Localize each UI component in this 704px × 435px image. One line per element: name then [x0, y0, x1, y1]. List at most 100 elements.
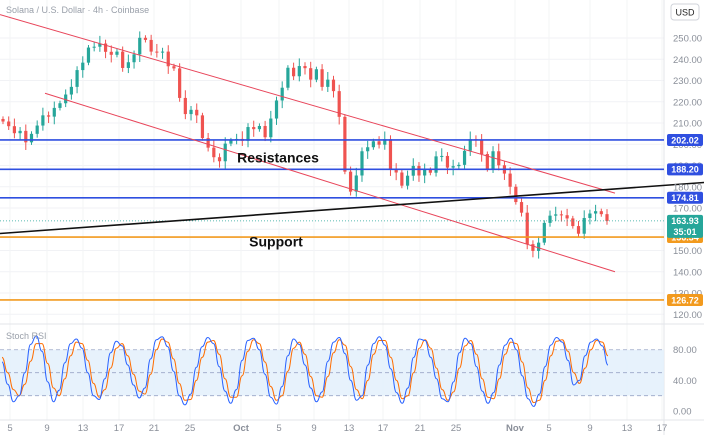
- price-tick-label: 220.00: [673, 97, 702, 108]
- stoch-rsi-d-line: [1, 338, 609, 404]
- price-tick-label: 170.00: [673, 204, 702, 215]
- candle: [400, 172, 404, 186]
- stoch-rsi-tick-label: 80.00: [673, 345, 697, 356]
- time-tick-label: 13: [344, 423, 355, 434]
- candle: [58, 103, 62, 108]
- candle: [12, 126, 16, 134]
- level-tag-bg: [667, 133, 703, 146]
- time-tick-label: 25: [451, 423, 462, 434]
- time-tick-label: 17: [114, 423, 125, 434]
- candle: [497, 151, 501, 166]
- candle: [440, 155, 444, 157]
- price-tick-label: 180.00: [673, 182, 702, 193]
- level-tag-bg: [667, 163, 703, 176]
- candle: [594, 211, 598, 214]
- candle: [257, 125, 262, 130]
- candle: [200, 115, 205, 139]
- time-tick-label: 17: [378, 423, 389, 434]
- candle: [605, 214, 609, 221]
- candle: [388, 139, 393, 170]
- candle: [195, 109, 199, 116]
- candle: [491, 151, 495, 170]
- candle: [480, 140, 484, 155]
- channel-lower-line: [44, 92, 616, 273]
- candle: [371, 141, 375, 148]
- candle: [462, 150, 467, 165]
- candle: [434, 156, 438, 173]
- candle: [46, 115, 51, 117]
- candle-series: [1, 31, 609, 259]
- chart-title: Solana / U.S. Dollar · 4h · Coinbase: [6, 5, 149, 15]
- candle: [115, 51, 119, 55]
- price-tick-label: 240.00: [673, 55, 702, 66]
- candle: [24, 130, 28, 143]
- level-tag: 174.81: [671, 193, 699, 203]
- candle: [571, 218, 575, 227]
- candle: [18, 130, 22, 134]
- time-tick-label: 25: [185, 423, 196, 434]
- candle: [64, 94, 68, 104]
- candle: [126, 62, 130, 68]
- time-tick-label: 5: [276, 423, 281, 434]
- time-tick-label: 5: [546, 423, 551, 434]
- candle: [69, 86, 73, 95]
- candle: [588, 213, 592, 218]
- candle: [7, 121, 11, 127]
- countdown-tag: 35:01: [673, 227, 696, 237]
- candle: [229, 140, 233, 144]
- candle: [138, 37, 142, 55]
- level-tag: 202.02: [671, 135, 699, 145]
- drawing-overlay: Resistances Support: [0, 14, 704, 301]
- candle: [445, 155, 450, 168]
- candle: [223, 143, 227, 162]
- candle: [143, 37, 148, 40]
- candle: [326, 79, 330, 87]
- candle: [160, 51, 165, 53]
- candle: [548, 215, 552, 223]
- candle: [29, 133, 34, 143]
- candle: [485, 154, 489, 170]
- candle: [377, 141, 381, 145]
- time-tick-label: 13: [78, 423, 89, 434]
- candle: [366, 147, 370, 152]
- candle: [75, 70, 79, 87]
- candle: [348, 171, 353, 192]
- candle: [206, 138, 210, 148]
- candle: [417, 165, 421, 176]
- candle: [52, 107, 56, 117]
- candle: [519, 202, 524, 213]
- time-tick-label: 13: [622, 423, 633, 434]
- candle: [423, 169, 427, 176]
- candle: [212, 147, 216, 158]
- candle: [35, 125, 39, 134]
- price-tick-label: 230.00: [673, 76, 702, 87]
- time-tick-label: Nov: [506, 423, 525, 434]
- candle: [1, 118, 5, 122]
- currency-label[interactable]: USD: [675, 8, 695, 18]
- channel-upper-line: [0, 14, 616, 194]
- time-tick-label: Oct: [233, 423, 250, 434]
- candle: [582, 217, 586, 234]
- candle: [451, 166, 455, 168]
- time-tick-label: 21: [415, 423, 426, 434]
- candle: [468, 139, 472, 151]
- time-tick-label: 9: [311, 423, 316, 434]
- currency-button[interactable]: [670, 3, 700, 21]
- candle: [394, 169, 398, 173]
- level-tag-bg: [667, 293, 703, 306]
- candle: [354, 175, 358, 192]
- candle: [554, 214, 558, 216]
- candle: [343, 116, 347, 172]
- candle: [360, 151, 364, 176]
- candle: [149, 39, 153, 52]
- time-tick-label: 9: [587, 423, 592, 434]
- candle: [286, 67, 290, 88]
- price-tick-label: 250.00: [673, 34, 702, 45]
- candle: [303, 66, 307, 69]
- stoch-rsi-title: Stoch RSI: [6, 331, 47, 341]
- candle: [217, 157, 222, 162]
- candle: [542, 222, 546, 243]
- candle: [537, 242, 541, 251]
- candle: [41, 115, 45, 126]
